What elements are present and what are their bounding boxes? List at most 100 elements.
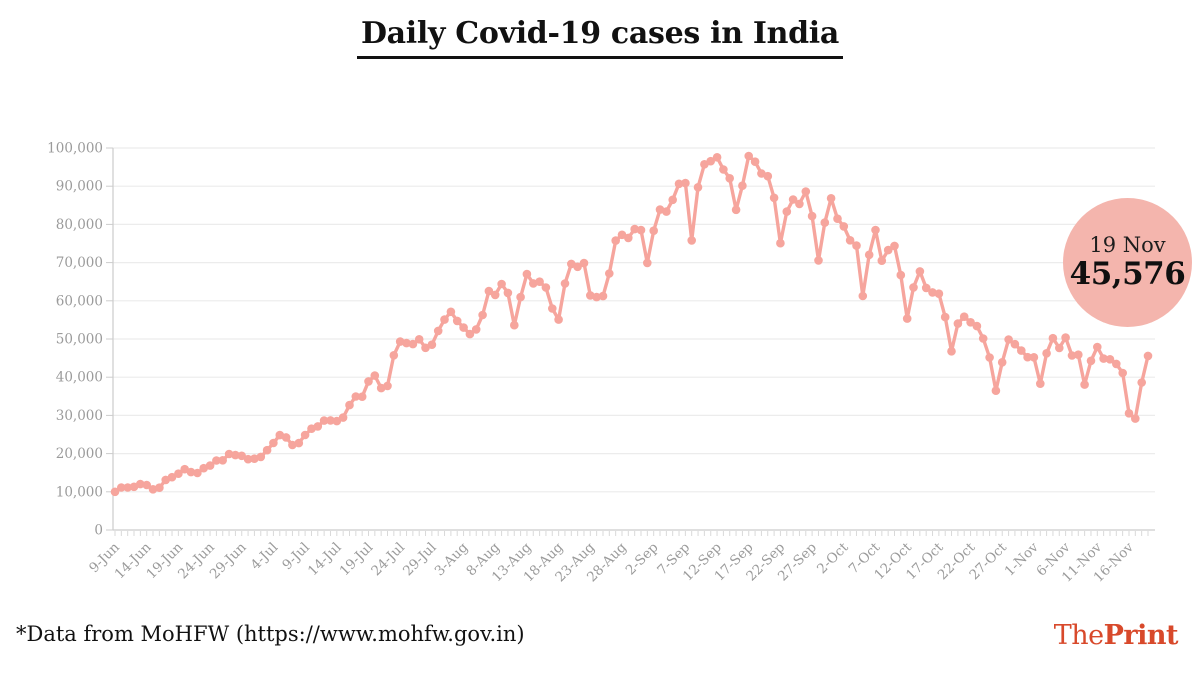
data-point	[1029, 353, 1039, 362]
data-point	[605, 269, 614, 278]
data-point	[1023, 352, 1032, 362]
data-point	[522, 269, 532, 279]
svg-text:19-Jul: 19-Jul	[337, 540, 377, 580]
data-point	[446, 307, 456, 317]
callout-value: 45,576	[1069, 255, 1186, 292]
data-point	[516, 292, 525, 302]
data-point	[972, 321, 982, 331]
data-point	[630, 224, 639, 234]
data-series	[110, 151, 1153, 497]
data-point	[940, 312, 950, 322]
data-point	[712, 153, 722, 162]
data-point	[174, 469, 183, 479]
svg-text:20,000: 20,000	[56, 446, 103, 462]
data-point	[820, 218, 830, 227]
data-point	[1105, 355, 1115, 364]
data-point	[262, 445, 272, 455]
data-point	[1112, 359, 1121, 369]
data-point	[465, 329, 475, 339]
data-point	[383, 381, 392, 391]
svg-text:60,000: 60,000	[56, 293, 103, 309]
data-point	[801, 187, 811, 196]
data-point	[1061, 333, 1070, 342]
data-point	[959, 312, 969, 322]
data-point	[1086, 356, 1096, 366]
svg-text:4-Jul: 4-Jul	[248, 540, 282, 574]
data-point	[915, 267, 925, 276]
data-point	[744, 151, 753, 161]
data-point	[155, 483, 164, 493]
svg-text:3-Aug: 3-Aug	[432, 539, 472, 579]
data-point	[782, 207, 792, 216]
data-point	[281, 433, 291, 442]
source-footnote: *Data from MoHFW (https://www.mohfw.gov.…	[16, 622, 525, 646]
data-point	[294, 438, 304, 448]
svg-text:1-Nov: 1-Nov	[1002, 539, 1042, 579]
data-point	[624, 233, 633, 243]
svg-text:29-Jun: 29-Jun	[207, 539, 250, 582]
data-point	[243, 454, 253, 464]
data-point	[839, 222, 849, 231]
data-point	[452, 316, 462, 326]
data-point	[440, 315, 449, 324]
data-point	[1143, 351, 1153, 361]
svg-text:100,000: 100,000	[47, 141, 103, 157]
data-point	[269, 438, 278, 448]
data-point	[934, 289, 944, 299]
data-point	[579, 258, 589, 268]
data-point	[858, 291, 868, 301]
data-point	[598, 291, 608, 301]
data-point	[1067, 351, 1077, 360]
data-point	[497, 279, 506, 289]
data-point	[1118, 368, 1127, 378]
data-point	[1137, 378, 1146, 387]
data-point	[313, 422, 323, 431]
data-point	[795, 199, 804, 209]
data-point	[1080, 380, 1089, 389]
data-point	[142, 480, 151, 490]
svg-text:80,000: 80,000	[56, 217, 103, 233]
data-point	[490, 290, 500, 300]
header: Daily Covid-19 cases in India	[0, 16, 1200, 59]
data-point	[871, 225, 880, 235]
svg-text:2-Oct: 2-Oct	[814, 539, 852, 577]
data-point	[826, 194, 836, 203]
data-point	[136, 479, 145, 489]
data-point	[788, 195, 798, 204]
data-point	[117, 483, 126, 492]
data-point	[845, 236, 855, 245]
data-point	[402, 338, 411, 348]
data-point	[738, 181, 747, 190]
callout-date: 19 Nov	[1089, 232, 1166, 257]
data-point	[332, 416, 342, 426]
data-point	[167, 472, 177, 482]
data-point	[896, 270, 906, 280]
data-point	[421, 343, 430, 353]
data-point	[1131, 414, 1140, 423]
data-point	[218, 456, 227, 465]
data-point	[902, 314, 912, 323]
data-point	[693, 183, 703, 192]
axis-ticks	[106, 147, 1155, 536]
axis-labels: 0 10,000 20,000 30,000 40,000 50,000 60,000 70,…	[47, 141, 1137, 586]
data-point	[370, 371, 380, 380]
theprint-logo: ThePrint	[1054, 620, 1179, 651]
svg-text:24-Jul: 24-Jul	[368, 540, 408, 580]
data-point	[681, 178, 690, 188]
svg-text:50,000: 50,000	[56, 332, 103, 348]
data-point	[611, 236, 620, 245]
data-point	[776, 238, 785, 248]
data-point	[636, 225, 646, 235]
page-title: Daily Covid-19 cases in India	[356, 16, 844, 59]
data-point	[687, 236, 696, 245]
data-point	[852, 241, 861, 250]
data-point	[706, 156, 715, 166]
svg-text:70,000: 70,000	[56, 255, 103, 271]
data-point	[877, 256, 887, 266]
data-point	[560, 279, 570, 288]
data-point	[427, 340, 437, 350]
data-point	[554, 315, 563, 324]
data-point	[928, 288, 937, 297]
data-point	[725, 174, 734, 183]
